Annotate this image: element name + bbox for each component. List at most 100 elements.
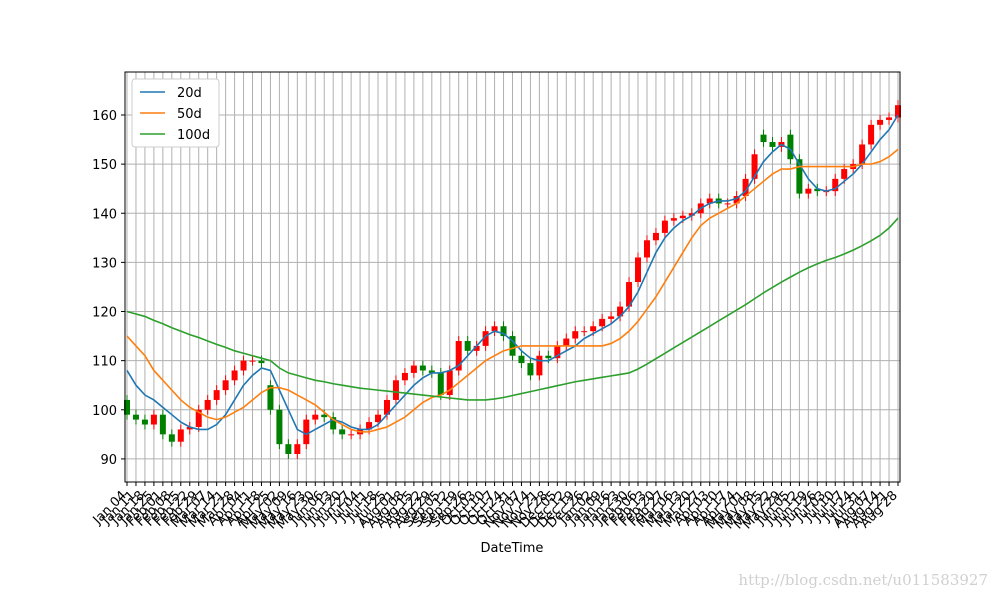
candle-body [572,331,579,339]
candle-body [141,419,148,425]
candle-body [383,399,390,415]
candle-body [464,340,471,351]
candle-body [213,390,220,400]
candle-body [751,154,758,179]
candle-body [545,355,552,359]
candle-body [787,134,794,160]
candle-body [186,426,193,430]
candle-body [258,360,265,364]
candle-body [617,306,624,317]
legend-label: 50d [177,107,202,122]
candle-body [527,363,534,376]
candle-body [706,198,713,204]
candle-body [267,385,274,410]
candle-body [581,331,588,333]
ma-line [126,114,899,436]
candle-body [455,340,462,371]
y-tick-label: 130 [92,256,117,271]
candle-body [285,444,292,454]
candle-body [222,380,229,391]
candle-body [276,409,283,445]
candle-body [814,188,821,192]
y-tick-label: 120 [92,306,117,321]
axes-frame [124,71,901,483]
candle-body [240,360,247,371]
candle-body [312,414,319,420]
candle-body [886,117,893,120]
candle-body [608,316,615,319]
candle-body [446,370,453,396]
candle-body [554,345,561,359]
candle-body [509,336,516,356]
candle-body [536,355,543,376]
candle-body [159,414,166,435]
ma-line [126,217,899,401]
candle-body [626,282,633,307]
candle-body [473,345,480,351]
candle-body [859,144,866,165]
candle-body [348,434,355,436]
candle-body [868,124,875,145]
candle-body [877,119,884,125]
ma-line [126,148,899,433]
candle-body [652,232,659,241]
candle-body [841,169,848,179]
candle-body [375,414,382,423]
legend-label: 20d [177,86,202,101]
candle-body [339,429,346,435]
candle-body [643,240,650,258]
candle-body [724,203,731,205]
candle-body [249,360,256,362]
y-tick-label: 160 [92,109,117,124]
candle-body [895,105,901,118]
candle-body [168,434,175,442]
candle-body [410,365,417,373]
candle-body [670,218,677,221]
candle-body [491,326,498,332]
watermark: http://blog.csdn.net/u011583927 [738,571,988,589]
candle-body [366,422,373,430]
candle-body [563,338,570,346]
candle-body [796,159,803,194]
candle-body [321,414,328,418]
candle-body [401,372,408,381]
candle-body [679,215,686,219]
candle-body [482,331,489,346]
candle-body [150,414,157,425]
x-axis-label: DateTime [481,541,544,556]
candle-body [688,213,695,216]
candle-body [419,365,426,371]
candle-body [805,188,812,194]
y-tick-label: 100 [92,404,117,419]
candle-body [294,444,301,454]
candle-body [518,355,525,364]
candle-body [303,419,310,445]
y-tick-label: 140 [92,207,117,222]
candle-body [392,380,399,400]
candle-body [590,326,597,332]
candle-body [661,220,668,233]
candle-body [500,326,507,337]
candle-body [428,370,435,373]
candle-body [832,178,839,192]
candle-body [195,409,202,427]
legend-box [131,78,220,148]
candle-body [599,318,606,327]
candle-body [177,429,184,442]
candle-body [769,142,776,147]
candle-body [635,257,642,283]
candle-body [231,370,238,381]
candle-body [733,196,740,204]
candle-body [760,134,767,143]
y-tick-label: 90 [100,453,117,468]
candle-body [742,178,749,197]
candle-body [124,399,130,415]
candle-body [132,414,139,420]
candle-body [204,399,211,410]
candle-body [330,417,337,430]
legend-label: 100d [177,128,210,143]
y-tick-label: 150 [92,158,117,173]
y-tick-label: 110 [92,355,117,370]
candle-body [437,372,444,396]
